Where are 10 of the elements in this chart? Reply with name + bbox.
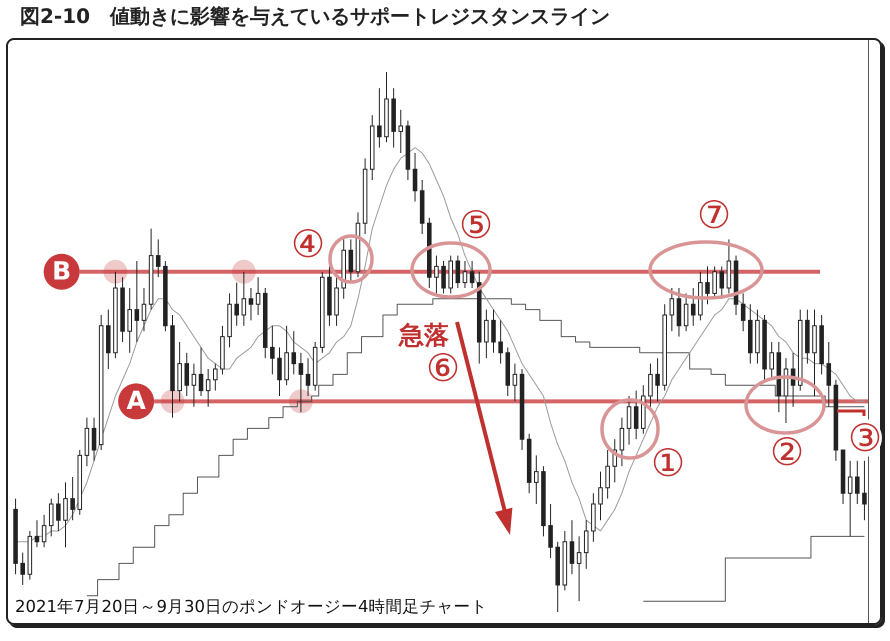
annotation: ① — [650, 441, 686, 486]
annotation: ⑦ — [696, 193, 732, 238]
ref-line-label: B — [52, 256, 72, 286]
annotation: ② — [770, 430, 804, 474]
annotation: ⑤ — [458, 203, 494, 248]
annotation: ③ — [848, 416, 882, 460]
ref-line-label: A — [126, 386, 146, 415]
annotation: 2021年7月20日～9月30日のポンドオージー4時間足チャート — [12, 597, 490, 616]
chart-title: 図2-10 値動きに影響を与えているサポートレジスタンスライン — [20, 3, 610, 30]
annotation: ④ — [290, 222, 326, 266]
